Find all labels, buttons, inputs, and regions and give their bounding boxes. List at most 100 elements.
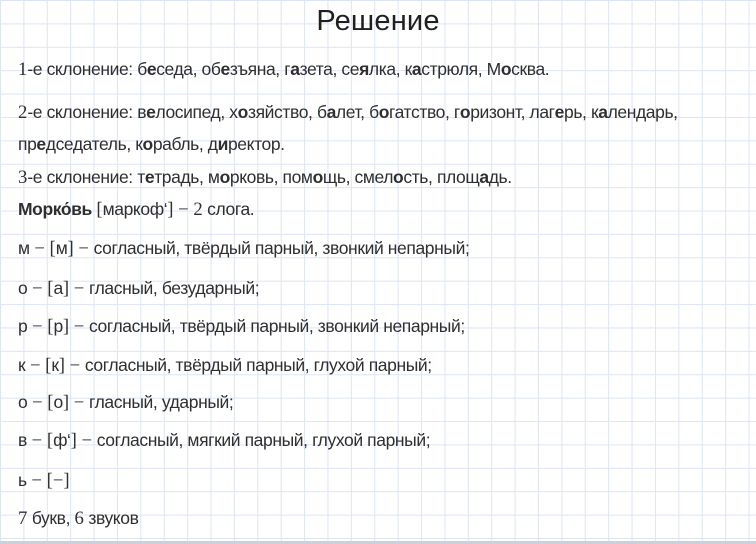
text-segment: ] − (58, 355, 85, 376)
text-segment: о (237, 102, 249, 122)
text-segment: м (18, 238, 30, 258)
text-segment: 7 (18, 508, 28, 529)
text-segment: стрюля, М (421, 59, 501, 79)
text-segment: ] − (70, 430, 97, 451)
text-segment: согласный, твёрдый парный, звонкий непар… (93, 238, 470, 258)
text-segment: ] − (62, 278, 89, 299)
text-segment: лендарь, (607, 102, 678, 122)
text-segment: ф‘ (53, 430, 71, 450)
text-segment: ризонт, лаг (470, 102, 555, 122)
text-segment: лосипед, х (155, 102, 238, 122)
text-segment: е (220, 59, 231, 79)
text-segment: зъяна, г (229, 59, 291, 79)
text-segment: а (290, 59, 300, 79)
line-declension-2-continued: председатель, корабль, директор. (18, 133, 285, 155)
text-segment: -е склонение: т (27, 167, 145, 187)
text-segment: ] − (62, 392, 89, 413)
text-segment: о (18, 392, 28, 412)
text-segment: ] − (62, 316, 89, 337)
text-segment: к (18, 355, 26, 375)
line-phoneme-o-1: о − [а] − гласный, безударный; (18, 277, 260, 300)
text-segment: и (217, 134, 229, 154)
text-segment: ь (18, 470, 27, 490)
text-segment: р (53, 316, 64, 336)
text-segment: [ (96, 199, 103, 220)
text-segment: сква. (511, 59, 550, 79)
text-segment: рковь, пом (229, 167, 313, 187)
text-segment: дь. (488, 167, 512, 187)
text-segment: о (219, 167, 231, 187)
text-segment: а (326, 102, 337, 122)
text-segment: о (500, 59, 512, 79)
text-segment: о (53, 392, 64, 412)
text-segment: дседатель, к (45, 134, 143, 154)
text-segment: традь, м (154, 167, 220, 187)
text-segment: согласный, мягкий парный, глухой парный; (96, 430, 431, 450)
text-segment: − [ (26, 430, 54, 451)
text-segment: а (479, 167, 489, 187)
text-segment: -е склонение: в (27, 102, 147, 122)
text-segment: − [ (29, 238, 56, 259)
text-segment: − [ (27, 392, 54, 413)
text-segment: гласный, ударный; (89, 392, 234, 412)
text-segment: е (144, 167, 155, 187)
text-segment: о (312, 167, 324, 187)
text-segment: лка, к (368, 59, 412, 79)
text-segment: зета, се (299, 59, 360, 79)
line-phoneme-soft-sign: ь − [−] (18, 469, 70, 492)
page-bottom-edge (0, 541, 756, 544)
line-phoneme-m: м − [м] − согласный, твёрдый парный, зво… (18, 237, 470, 260)
text-segment: 1 (18, 59, 28, 80)
text-segment: − [ (25, 355, 52, 376)
text-segment: о (142, 134, 154, 154)
page-title: Решение (316, 5, 440, 37)
text-segment: о (393, 167, 404, 187)
text-segment: к (51, 355, 59, 375)
text-segment: согласный, твёрдый парный, звонкий непар… (89, 316, 465, 336)
line-declension-1: 1-е склонение: беседа, обезъяна, газета,… (18, 58, 550, 81)
text-segment: звуков (83, 508, 139, 528)
text-segment: в (18, 430, 27, 450)
text-segment: − 2 (173, 199, 203, 220)
text-segment: маркоф‘ (102, 199, 168, 219)
text-segment: согласный, твёрдый парный, глухой парный… (84, 355, 432, 375)
line-word-syllables: Морко́вь [маркоф‘] − 2 слога. (18, 198, 255, 221)
text-segment: пр (18, 134, 37, 154)
text-segment: о (18, 278, 28, 298)
text-segment: е (146, 102, 156, 122)
text-segment: о (378, 102, 390, 122)
line-phoneme-r: р − [р] − согласный, твёрдый парный, зво… (18, 315, 465, 338)
text-segment: − [ (27, 278, 54, 299)
text-segment: гласный, безударный; (89, 278, 260, 298)
text-segment: − [−] (26, 470, 70, 491)
text-segment: о (459, 102, 471, 122)
text-segment: щь, смел (322, 167, 394, 187)
text-segment: 3 (18, 167, 28, 188)
text-segment: Морко́вь (18, 199, 92, 219)
text-segment: рь, к (564, 102, 599, 122)
text-segment: − [ (27, 316, 54, 337)
text-segment: 6 (74, 508, 84, 529)
text-segment: ] − (67, 238, 94, 259)
text-segment: зяйство, б (247, 102, 327, 122)
line-phoneme-v: в − [ф‘] − согласный, мягкий парный, глу… (18, 429, 431, 452)
text-segment: а (53, 278, 64, 298)
text-segment: е (146, 59, 157, 79)
text-segment: м (55, 238, 68, 258)
text-segment: 2 (18, 102, 28, 123)
text-segment: я (359, 59, 369, 79)
text-segment: седа, об (156, 59, 221, 79)
line-declension-3: 3-е склонение: тетрадь, морковь, помощь,… (18, 166, 512, 189)
text-segment: -е склонение: б (27, 59, 147, 79)
text-segment: р (18, 316, 28, 336)
line-declension-2: 2-е склонение: велосипед, хозяйство, бал… (18, 101, 678, 124)
text-segment: букв, (27, 508, 75, 528)
text-segment: сть, площ (403, 167, 480, 187)
text-segment: гатство, г (389, 102, 460, 122)
text-segment: е (554, 102, 565, 122)
text-segment: рабль, д (152, 134, 218, 154)
line-phoneme-k: к − [к] − согласный, твёрдый парный, глу… (18, 354, 432, 377)
text-segment: ] (167, 199, 174, 220)
line-letters-sounds-count: 7 букв, 6 звуков (18, 507, 139, 530)
